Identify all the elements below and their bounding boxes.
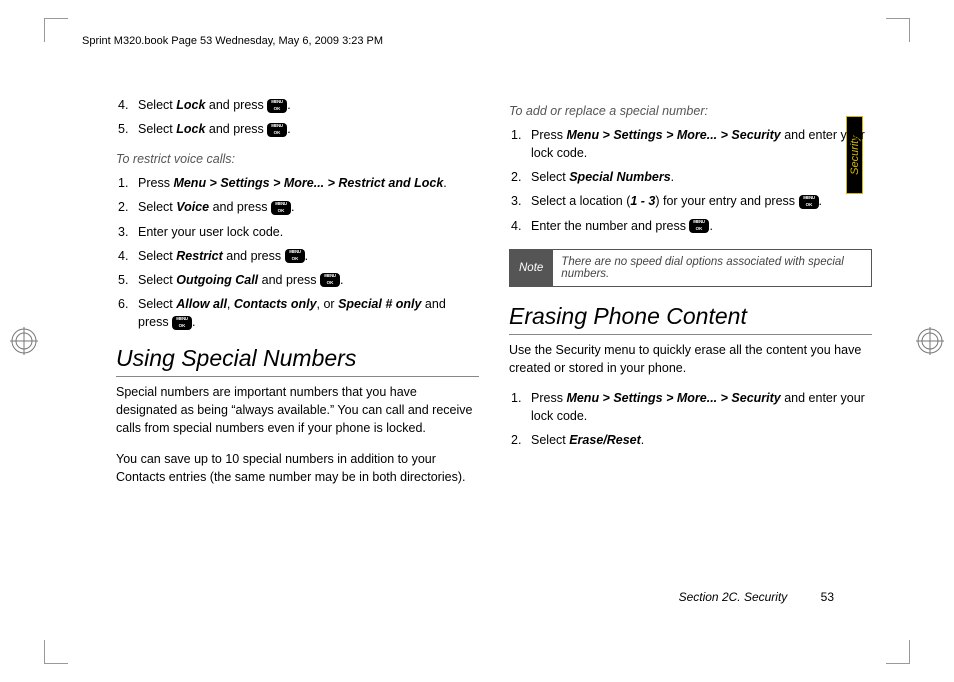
menu-ok-key-icon [172, 316, 192, 330]
crop-mark [886, 640, 910, 664]
step-number: 5. [118, 120, 128, 138]
menu-ok-key-icon [267, 99, 287, 113]
step-number: 2. [118, 198, 128, 216]
step-number: 4. [118, 96, 128, 114]
step-number: 1. [118, 174, 128, 192]
menu-ok-key-icon [285, 249, 305, 263]
step-item: 3. Select a location (1 - 3) for your ent… [509, 192, 872, 210]
step-number: 2. [511, 168, 521, 186]
page-footer: Section 2C. Security 53 [679, 590, 834, 604]
left-column: 4. Select Lock and press . 5. Select Lock a… [116, 96, 479, 616]
step-text: Select Allow all, Contacts only, or Spec… [138, 297, 446, 329]
step-text: Select Erase/Reset. [531, 433, 644, 447]
step-item: 2. Select Voice and press . [116, 198, 479, 216]
menu-ok-key-icon [267, 123, 287, 137]
step-item: 1. Press Menu > Settings > More... > Rest… [116, 174, 479, 192]
step-number: 4. [118, 247, 128, 265]
header-meta: Sprint M320.book Page 53 Wednesday, May … [82, 35, 383, 47]
section-heading: Erasing Phone Content [509, 303, 872, 335]
body-text: Special numbers are important numbers th… [116, 383, 479, 437]
menu-ok-key-icon [271, 201, 291, 215]
note-text: There are no speed dial options associat… [553, 249, 872, 287]
step-number: 3. [511, 192, 521, 210]
menu-ok-key-icon [689, 219, 709, 233]
step-item: 4. Enter the number and press . [509, 217, 872, 235]
step-text: Press Menu > Settings > More... > Securi… [531, 128, 865, 160]
step-text: Select Special Numbers. [531, 170, 674, 184]
step-text: Select a location (1 - 3) for your entry… [531, 194, 822, 208]
note-label: Note [509, 249, 553, 287]
subheading: To restrict voice calls: [116, 152, 479, 166]
registration-mark-icon [10, 327, 38, 355]
step-text: Select Lock and press . [138, 122, 291, 136]
step-item: 3. Enter your user lock code. [116, 223, 479, 241]
steps-list: 1. Press Menu > Settings > More... > Secu… [509, 389, 872, 449]
step-item: 6. Select Allow all, Contacts only, or Sp… [116, 295, 479, 331]
step-number: 3. [118, 223, 128, 241]
steps-list: 1. Press Menu > Settings > More... > Secu… [509, 126, 872, 235]
right-column: To add or replace a special number: 1. Pr… [509, 96, 872, 616]
step-text: Press Menu > Settings > More... > Restri… [138, 176, 447, 190]
steps-list: 4. Select Lock and press . 5. Select Lock a… [116, 96, 479, 138]
step-item: 4. Select Restrict and press . [116, 247, 479, 265]
step-item: 2. Select Special Numbers. [509, 168, 872, 186]
note-box: Note There are no speed dial options ass… [509, 249, 872, 287]
crop-mark [44, 640, 68, 664]
registration-mark-icon [916, 327, 944, 355]
step-number: 5. [118, 271, 128, 289]
crop-mark [886, 18, 910, 42]
step-item: 4. Select Lock and press . [116, 96, 479, 114]
step-item: 2. Select Erase/Reset. [509, 431, 872, 449]
menu-ok-key-icon [320, 273, 340, 287]
step-text: Enter your user lock code. [138, 225, 283, 239]
step-item: 5. Select Lock and press . [116, 120, 479, 138]
step-text: Select Outgoing Call and press . [138, 273, 343, 287]
step-number: 6. [118, 295, 128, 313]
step-item: 1. Press Menu > Settings > More... > Secu… [509, 126, 872, 162]
step-text: Enter the number and press . [531, 219, 713, 233]
page-content: 4. Select Lock and press . 5. Select Lock a… [116, 96, 872, 616]
section-heading: Using Special Numbers [116, 345, 479, 377]
step-text: Select Lock and press . [138, 98, 291, 112]
subheading: To add or replace a special number: [509, 104, 872, 118]
step-text: Select Restrict and press . [138, 249, 308, 263]
crop-mark [44, 18, 68, 42]
step-number: 4. [511, 217, 521, 235]
steps-list: 1. Press Menu > Settings > More... > Rest… [116, 174, 479, 331]
footer-section: Section 2C. Security [679, 590, 788, 604]
body-text: You can save up to 10 special numbers in… [116, 450, 479, 486]
step-item: 5. Select Outgoing Call and press . [116, 271, 479, 289]
step-text: Select Voice and press . [138, 200, 294, 214]
step-item: 1. Press Menu > Settings > More... > Secu… [509, 389, 872, 425]
step-number: 1. [511, 389, 521, 407]
footer-page-number: 53 [821, 590, 834, 604]
step-number: 2. [511, 431, 521, 449]
body-text: Use the Security menu to quickly erase a… [509, 341, 872, 377]
step-text: Press Menu > Settings > More... > Securi… [531, 391, 865, 423]
step-number: 1. [511, 126, 521, 144]
menu-ok-key-icon [799, 195, 819, 209]
